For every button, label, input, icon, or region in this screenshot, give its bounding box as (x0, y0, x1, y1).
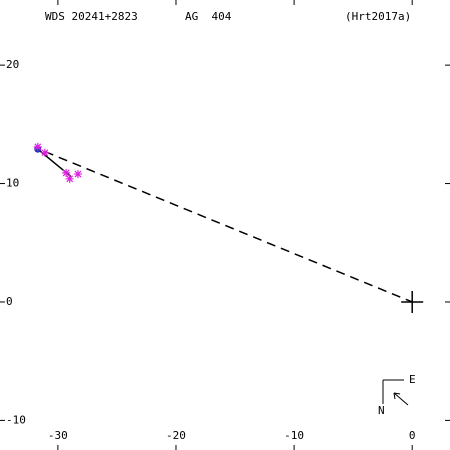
measurement (62, 168, 71, 177)
measurement (40, 148, 49, 157)
primary-star (401, 290, 424, 313)
chart-title: WDS 20241+2823 (45, 10, 138, 23)
y-tick-label: 20 (6, 58, 19, 71)
motion-arrow (393, 392, 409, 406)
x-tick-label: -20 (166, 429, 186, 442)
motion-arrow-head (393, 392, 401, 395)
measurement (73, 170, 82, 179)
reference: (Hrt2017a) (345, 10, 411, 23)
compass-east: E (409, 373, 416, 386)
compass: E N (378, 373, 416, 417)
x-tick-label: -30 (48, 429, 68, 442)
chart-subtitle: AG 404 (185, 10, 232, 23)
x-tick-label: -10 (284, 429, 304, 442)
motion-arrow-head (393, 392, 396, 400)
y-tick-label: 0 (6, 295, 13, 308)
dashed-line (44, 150, 413, 303)
y-tick-label: -10 (6, 413, 26, 426)
compass-north: N (378, 404, 385, 417)
measurement (33, 142, 42, 151)
x-tick-label: 0 (409, 429, 416, 442)
y-tick-label: 10 (6, 177, 19, 190)
measurement (65, 174, 74, 183)
